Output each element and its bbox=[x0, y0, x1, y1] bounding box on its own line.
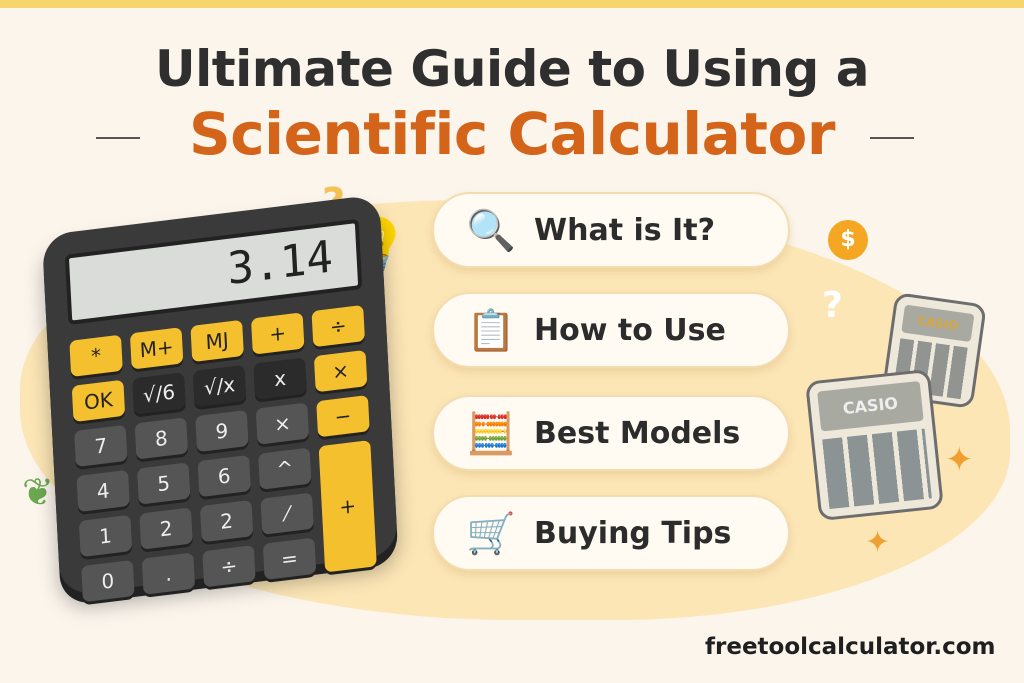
scientific-calculator-illustration: 3.14 * M+ MJ + ÷ OK √/6 √/x x × 7 8 9 × … bbox=[41, 194, 399, 603]
menu-item-label: Best Models bbox=[534, 415, 741, 451]
calc-key: ÷ bbox=[311, 304, 366, 348]
calc-key: 2 bbox=[139, 507, 193, 550]
mini-calc-keypad bbox=[822, 428, 932, 510]
calc-key: √/x bbox=[192, 364, 247, 408]
menu-item-how-to-use[interactable]: 📋 How to Use bbox=[432, 292, 790, 368]
shopping-cart-icon: 🛒 bbox=[466, 510, 516, 557]
calculator-display: 3.14 bbox=[64, 218, 363, 325]
question-mark-icon: ? bbox=[822, 285, 843, 326]
calc-key: 4 bbox=[76, 469, 130, 513]
menu-item-best-models[interactable]: 🧮 Best Models bbox=[432, 395, 790, 471]
title-line-2: Scientific Calculator bbox=[189, 100, 835, 168]
calc-key: x bbox=[253, 357, 307, 400]
top-bar bbox=[0, 0, 1024, 8]
calc-key: ^ bbox=[258, 447, 312, 490]
coin-icon: $ bbox=[828, 220, 868, 260]
calc-key: 2 bbox=[199, 499, 254, 543]
calc-key: MJ bbox=[190, 319, 244, 363]
mini-calc-brand: CASIO bbox=[817, 380, 924, 432]
calc-key-plus: + bbox=[318, 440, 377, 573]
mini-calc-brand: CASIO bbox=[901, 304, 975, 343]
casio-calculator-illustration: CASIO bbox=[805, 368, 944, 522]
leaf-icon: ❦ bbox=[22, 470, 54, 514]
magnifier-icon: 🔍 bbox=[466, 207, 516, 254]
calc-key: = bbox=[262, 537, 317, 580]
site-url[interactable]: freetoolcalculator.com bbox=[705, 634, 996, 660]
menu-item-buying-tips[interactable]: 🛒 Buying Tips bbox=[432, 495, 790, 571]
calc-key: . bbox=[141, 552, 196, 595]
calc-key: M+ bbox=[129, 327, 184, 370]
calc-key: OK bbox=[71, 379, 126, 423]
calc-key: ÷ bbox=[202, 544, 256, 588]
calc-key: 0 bbox=[81, 559, 135, 603]
title-line-1: Ultimate Guide to Using a bbox=[155, 40, 869, 98]
calc-key: × bbox=[255, 402, 310, 445]
checklist-icon: 📋 bbox=[466, 307, 516, 354]
calc-key: 6 bbox=[197, 454, 252, 498]
calc-key: ⁄ bbox=[260, 492, 314, 535]
calc-key: + bbox=[250, 312, 305, 355]
divider-right bbox=[870, 137, 914, 139]
menu-item-label: What is It? bbox=[534, 212, 715, 248]
star-icon: ✦ bbox=[945, 440, 974, 480]
calculator-icon: 🧮 bbox=[466, 410, 516, 457]
calc-key: 9 bbox=[195, 409, 249, 453]
calc-key: 7 bbox=[74, 424, 128, 468]
star-icon: ✦ bbox=[865, 525, 891, 560]
menu-item-label: Buying Tips bbox=[534, 515, 732, 551]
calc-key: − bbox=[316, 394, 370, 438]
menu-item-label: How to Use bbox=[534, 312, 726, 348]
calc-key: 1 bbox=[78, 514, 133, 558]
menu-item-what-is-it[interactable]: 🔍 What is It? bbox=[432, 192, 790, 268]
calc-key: √/6 bbox=[132, 372, 186, 415]
calc-key: 8 bbox=[134, 417, 189, 460]
calc-key: × bbox=[313, 349, 368, 393]
divider-left bbox=[96, 137, 140, 139]
calc-key: * bbox=[69, 334, 123, 377]
calc-key: 5 bbox=[136, 462, 191, 505]
